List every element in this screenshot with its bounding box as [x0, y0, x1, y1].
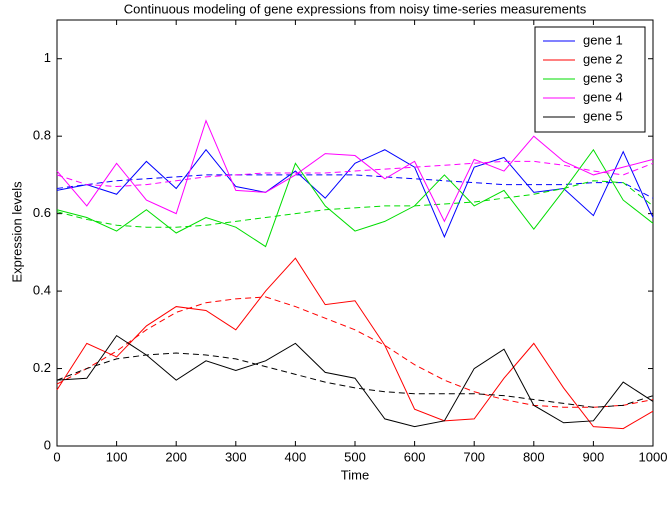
x-tick-label: 900: [583, 449, 605, 464]
x-tick-label: 0: [53, 449, 60, 464]
y-axis-label: Expression levels: [9, 181, 24, 283]
x-tick-label: 200: [165, 449, 187, 464]
series-line: [56, 334, 654, 428]
y-tick-label: 1: [44, 50, 51, 65]
fit-line: [56, 352, 654, 408]
y-tick-label: 0.4: [33, 283, 51, 298]
x-tick-label: 400: [285, 449, 307, 464]
fit-line: [56, 180, 654, 228]
fit-line: [56, 296, 654, 408]
y-tick-label: 0.2: [33, 360, 51, 375]
y-tick-label: 0: [44, 437, 51, 452]
legend-label: gene 1: [583, 32, 623, 47]
series-line: [56, 148, 654, 248]
x-tick-label: 100: [106, 449, 128, 464]
legend-label: gene 4: [583, 89, 623, 104]
x-tick-label: 300: [225, 449, 247, 464]
x-tick-label: 600: [404, 449, 426, 464]
x-axis-label: Time: [341, 467, 369, 482]
y-tick-label: 0.6: [33, 205, 51, 220]
legend-label: gene 3: [583, 70, 623, 85]
series-line: [56, 257, 654, 430]
series-line: [56, 148, 654, 239]
x-tick-label: 800: [523, 449, 545, 464]
legend-label: gene 5: [583, 108, 623, 123]
legend-label: gene 2: [583, 51, 623, 66]
x-tick-label: 700: [463, 449, 485, 464]
y-tick-label: 0.8: [33, 128, 51, 143]
x-tick-label: 500: [344, 449, 366, 464]
x-tick-label: 1000: [639, 449, 668, 464]
chart-title: Continuous modeling of gene expressions …: [124, 1, 587, 16]
fit-line: [56, 160, 654, 188]
series-line: [56, 119, 654, 223]
